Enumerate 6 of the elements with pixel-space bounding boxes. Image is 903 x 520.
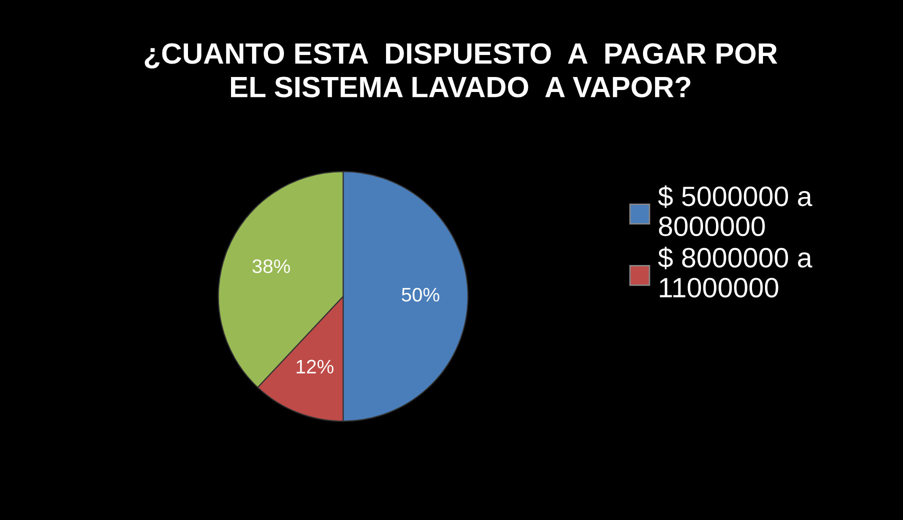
legend-label: $ 8000000 a 11000000 bbox=[658, 246, 812, 298]
chart-title: ¿CUANTO ESTA DISPUESTO A PAGAR POR EL SISTEMA LAVADO A VAPOR? bbox=[144, 43, 778, 98]
legend-label: $ 5000000 a 8000000 bbox=[658, 185, 812, 236]
data-label: 38% bbox=[252, 259, 290, 274]
data-label: 50% bbox=[402, 288, 440, 302]
data-label: 12% bbox=[296, 360, 334, 374]
